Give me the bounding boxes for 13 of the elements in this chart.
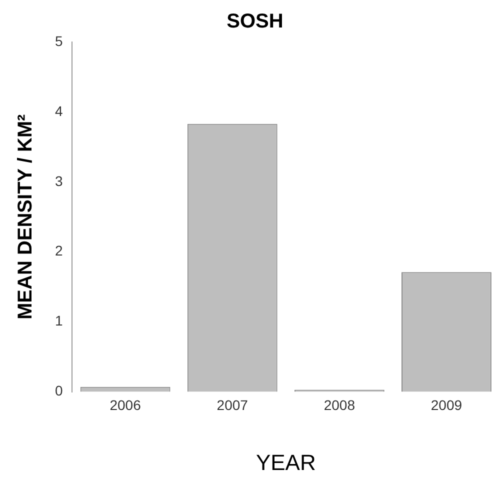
x-axis-title: YEAR [256,450,316,475]
y-tick-label: 4 [54,102,63,119]
y-axis-title: MEAN DENSITY / KM² [14,114,37,320]
y-tick-label: 0 [54,382,63,399]
x-tick-label: 2006 [110,397,142,414]
y-tick-label: 1 [54,312,63,329]
x-tick-label: 2008 [324,397,356,414]
y-tick-label: 2 [54,242,63,259]
y-tick-label: 3 [54,172,63,189]
x-tick-label: 2007 [216,397,248,414]
chart-title: SOSH [226,10,284,33]
x-tick-label: 2009 [430,397,462,414]
y-tick-label: 5 [54,32,63,49]
